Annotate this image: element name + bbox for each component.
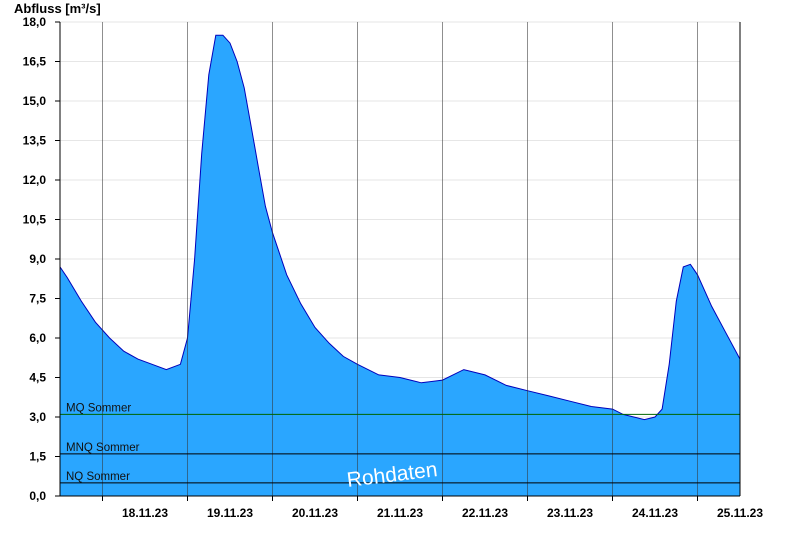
y-tick-labels: 0,0 1,5 3,0 4,5 6,0 7,5 9,0 10,5 12,0 13,5 15,0 16,… [23,15,60,503]
x-tick-label: 23.11.23 [547,506,593,520]
y-tick-label: 6,0 [29,331,46,345]
x-tick-label: 20.11.23 [292,506,338,520]
discharge-area [60,35,740,496]
y-tick-label: 9,0 [29,252,46,266]
x-tick-label: 19.11.23 [207,506,253,520]
data-series-layer [59,34,741,496]
x-tick-label: 21.11.23 [377,506,423,520]
reference-line-label: MQ Sommer [66,402,131,414]
y-tick-label: 7,5 [29,292,46,306]
x-tick-label: 25.11.23 [717,506,763,520]
y-tick-label: 18,0 [23,15,47,29]
y-tick-label: 0,0 [29,489,46,503]
discharge-line [59,34,741,421]
x-tick-labels: 18.11.23 19.11.23 20.11.23 21.11.23 22.11.23… [102,496,763,520]
y-tick-label: 12,0 [23,173,47,187]
y-tick-label: 16,5 [23,55,47,69]
x-tick-label: 22.11.23 [462,506,508,520]
day-separators [102,22,698,496]
reference-line-label: NQ Sommer [66,471,130,483]
x-tick-label: 24.11.23 [632,506,678,520]
y-tick-label: 13,5 [23,134,47,148]
y-axis-title: Abfluss [m³/s] [14,1,101,16]
y-tick-label: 4,5 [29,371,46,385]
x-tick-label: 18.11.23 [122,506,168,520]
y-tick-label: 10,5 [23,213,47,227]
reference-line-label: MNQ Sommer [66,442,140,454]
reference-lines: MQ Sommer MNQ Sommer NQ Sommer [60,402,740,484]
y-tick-label: 3,0 [29,410,46,424]
y-tick-label: 15,0 [23,94,47,108]
y-tick-label: 1,5 [29,450,46,464]
